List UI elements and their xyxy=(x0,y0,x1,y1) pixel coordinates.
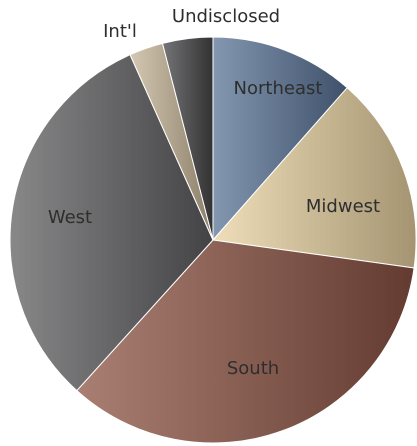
pie-slice xyxy=(212,87,417,269)
pie-slice xyxy=(9,54,214,392)
slice-label: West xyxy=(48,207,92,228)
pie-slice xyxy=(161,36,214,241)
pie-slice xyxy=(212,36,348,242)
slice-label: Undisclosed xyxy=(172,6,280,27)
slice-label: Int'l xyxy=(103,21,137,42)
slice-label: Northeast xyxy=(234,78,323,99)
slice-label: South xyxy=(227,358,279,379)
slice-label: Midwest xyxy=(306,196,380,217)
pie-slice xyxy=(76,239,415,444)
